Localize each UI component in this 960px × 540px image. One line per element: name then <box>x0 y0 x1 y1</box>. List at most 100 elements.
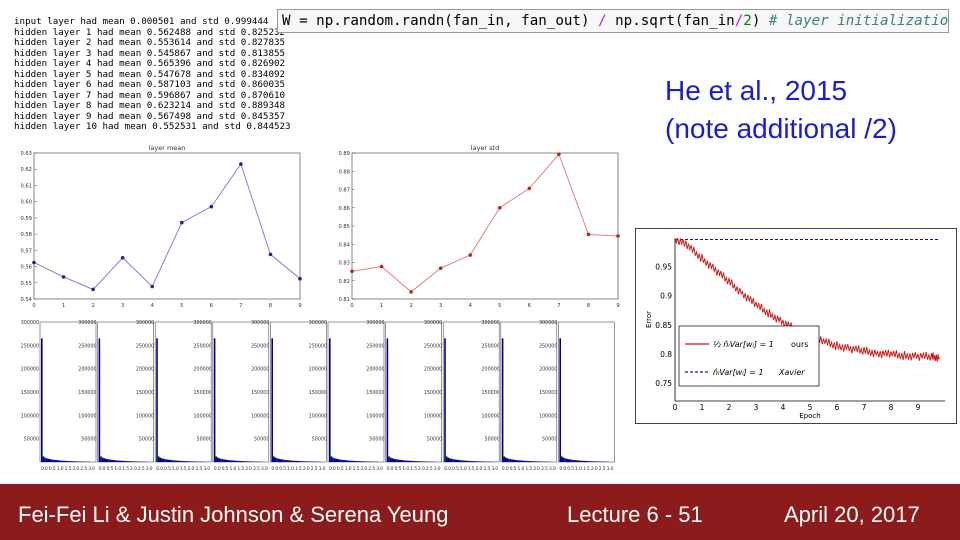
code-cell[interactable]: W = np.random.randn(fan_in, fan_out) / n… <box>277 9 949 33</box>
code-cell-top-fragment-shapes <box>400 6 560 7</box>
console-line: hidden layer 9 had mean 0.567498 and std… <box>14 110 286 122</box>
histogram-bar <box>229 460 232 462</box>
histogram-bar <box>282 459 285 462</box>
histogram-bar <box>423 461 425 462</box>
histogram-ytick-label: 150000 <box>539 390 557 396</box>
he-chart-xtick-label: 0 <box>673 403 678 412</box>
histogram-bar <box>501 338 504 462</box>
histogram-bar <box>130 461 133 462</box>
histogram-bar <box>181 460 184 462</box>
histogram-bar <box>188 461 190 462</box>
std-chart-data-point <box>350 269 354 274</box>
histogram-bar <box>458 460 461 462</box>
histogram-bar <box>452 459 454 462</box>
histogram-bar <box>177 460 179 462</box>
histogram-bar <box>71 461 73 462</box>
histogram-bar <box>445 456 448 462</box>
footer-authors: Fei-Fei Li & Justin Johnson & Serena Yeu… <box>18 502 449 527</box>
histogram-ytick-label: 50000 <box>485 437 500 443</box>
mean-chart-ytick-label: 0.60 <box>20 200 32 206</box>
histogram-bar <box>215 456 217 462</box>
histogram-bar <box>572 459 574 462</box>
std-chart-data-point <box>438 266 443 270</box>
histogram-bar <box>335 458 337 462</box>
histogram-bar <box>223 459 225 462</box>
histogram-bar <box>242 461 245 462</box>
histogram-ytick-label: 100000 <box>136 413 154 419</box>
he-chart-xtick-label: 6 <box>835 403 840 412</box>
histogram-bar <box>330 456 333 462</box>
histogram-bar <box>65 460 67 462</box>
histogram-bar <box>170 460 173 462</box>
histogram-bar <box>561 456 563 462</box>
histogram-ytick-label: 50000 <box>542 437 557 443</box>
histogram-bar <box>583 460 585 462</box>
console-line: hidden layer 10 had mean 0.552531 and st… <box>14 121 291 132</box>
mean-chart-xtick-label: 5 <box>180 303 183 309</box>
histogram-bar <box>77 461 80 462</box>
histogram-bar <box>47 458 49 462</box>
histogram-bar <box>106 459 109 462</box>
histogram-bar <box>116 460 118 462</box>
mean-chart-ytick-label: 0.57 <box>20 248 32 254</box>
histogram-bar <box>175 460 177 462</box>
histogram-bar <box>129 461 131 462</box>
histogram-bar <box>172 460 174 462</box>
histogram-bar <box>76 461 78 462</box>
footer-bar: Fei-Fei Li & Justin Johnson & Serena Yeu… <box>0 484 960 540</box>
histogram-bar <box>565 458 568 462</box>
histogram-bar <box>101 457 104 462</box>
histogram-ytick-label: 250000 <box>539 343 557 349</box>
histogram-bar <box>540 461 542 462</box>
histogram-bar <box>450 458 453 462</box>
std-chart-data-point <box>409 290 413 294</box>
histogram-bar <box>281 459 283 462</box>
histogram-panel <box>327 321 385 463</box>
histogram-ytick-label: 50000 <box>139 437 154 443</box>
histogram-bar <box>221 459 224 462</box>
histogram-ytick-label: 200000 <box>193 367 211 373</box>
histogram-bar <box>505 457 507 462</box>
code-text-2: np.sqrt(fan_in <box>606 13 735 29</box>
histogram-bar <box>407 460 409 462</box>
std-chart-plot-area <box>351 152 619 300</box>
histogram-ytick-label: 50000 <box>369 437 384 443</box>
histogram-bar <box>231 460 233 462</box>
mean-chart-xtick-label: 1 <box>62 303 65 309</box>
std-chart-data-point <box>497 205 502 210</box>
mean-chart-xtick-label: 2 <box>91 303 94 309</box>
histogram-bar <box>509 459 512 462</box>
histogram-bar <box>285 460 288 462</box>
histogram-bar <box>292 460 294 462</box>
histogram-ytick-label: 50000 <box>24 437 39 443</box>
histogram-bar <box>596 461 598 462</box>
histogram-bar <box>58 460 61 462</box>
legend-xavier-formula: n̂ₗVar[wₗ] = 1 <box>713 367 764 377</box>
std-chart-xtick-label: 0 <box>350 303 353 309</box>
histogram-bar <box>338 459 341 462</box>
mean-chart-xtick-label: 6 <box>210 303 213 309</box>
histogram-ytick-label: 300000 <box>481 320 499 326</box>
mean-chart-ytick-label: 0.56 <box>20 265 32 271</box>
histogram-ytick-label: 250000 <box>366 343 384 349</box>
histogram-bar <box>575 460 577 462</box>
histogram-ytick-label: 300000 <box>309 320 327 326</box>
histogram-bar <box>529 461 531 462</box>
histogram-ytick-label: 300000 <box>366 320 384 326</box>
histogram-bar <box>55 460 57 462</box>
mean-chart-xtick-label: 4 <box>151 303 155 309</box>
mean-chart-data-point <box>150 284 155 289</box>
histogram-bar <box>506 458 509 462</box>
histogram-bar <box>399 459 401 462</box>
histogram-ytick-label: 250000 <box>481 343 499 349</box>
std-chart-xtick-label: 6 <box>528 303 531 309</box>
histogram-bar <box>362 461 365 462</box>
histogram-bar <box>343 460 345 462</box>
histogram-bar <box>289 460 291 462</box>
histogram-ytick-label: 150000 <box>193 390 211 396</box>
histogram-bar <box>185 461 187 462</box>
std-chart-data-point <box>468 253 473 257</box>
he-chart-ytick-label: 0.95 <box>655 263 672 272</box>
histogram-ytick-label: 300000 <box>424 320 442 326</box>
he-chart-xtick-label: 3 <box>754 403 759 412</box>
